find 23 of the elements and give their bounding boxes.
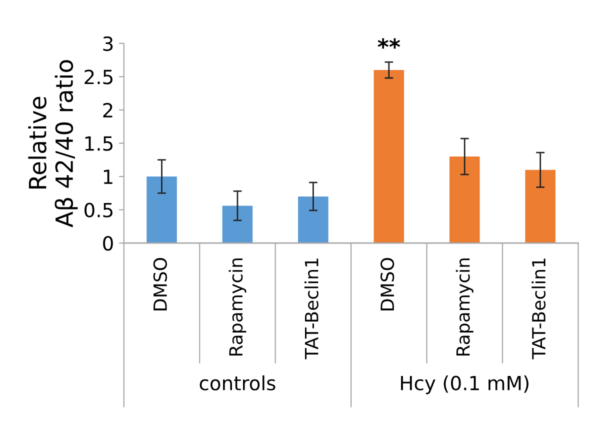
y-tick-label: 2 [103,102,112,118]
x-tick-label: DMSO [380,258,394,310]
y-tick-label: 0.5 [84,202,112,218]
bar [222,206,253,244]
bar [146,176,177,244]
x-tick-label: DMSO [153,258,167,310]
text: controls [200,375,276,390]
x-tick-label: TAT-Beclin1 [532,258,546,360]
text: Hcy (0.1 mM) [401,375,528,394]
x-tick-label: Rapamycin [456,258,474,356]
y-tick-label: 1 [104,170,112,184]
bar [298,196,328,244]
y-tick-label: 2.5 [84,70,112,84]
y-tick-label: 1.5 [85,136,112,151]
bar [449,156,480,244]
x-tick-label: TAT-Beclin1 [304,258,318,360]
bar [525,170,556,244]
y-tick-label: 3 [103,36,113,52]
y-axis-title: Relative Aβ 42/40 ratio [28,60,78,228]
bar [374,70,404,244]
y-tick-label: 0 [103,236,113,251]
x-tick-label: Rapamycin [228,258,246,356]
annotation: ** [378,38,400,49]
